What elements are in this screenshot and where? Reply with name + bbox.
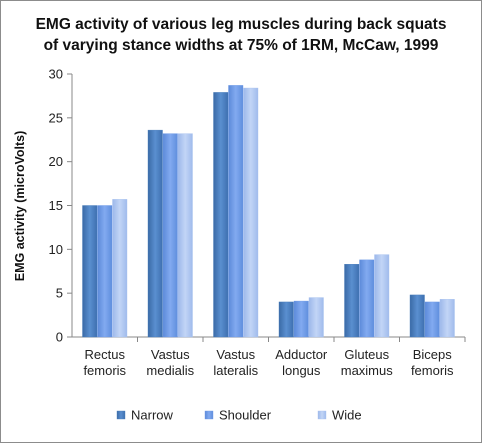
legend: Narrow Shoulder Wide (116, 408, 362, 423)
y-axis-label: EMG activity (microVolts) (13, 131, 27, 282)
x-category-label: Gluteus (344, 347, 389, 362)
y-axis-ticks: 0 5 10 15 20 25 30 (49, 67, 72, 345)
legend-swatch-narrow (116, 410, 126, 420)
chart-title-line-2: of varying stance widths at 75% of 1RM, … (43, 37, 439, 54)
bar-narrow-1 (147, 129, 163, 338)
legend-label-narrow: Narrow (131, 408, 174, 423)
bar-narrow-2 (213, 92, 229, 338)
y-tick-label: 10 (49, 242, 63, 257)
bars (82, 85, 455, 338)
y-tick-label: 15 (49, 198, 63, 213)
x-category-label: lateralis (213, 363, 258, 378)
legend-label-wide: Wide (332, 408, 362, 423)
x-category-label: longus (282, 363, 321, 378)
x-category-label: Biceps (413, 347, 453, 362)
y-tick-label: 0 (56, 330, 63, 345)
bar-narrow-4 (344, 264, 360, 338)
x-category-label: medialis (146, 363, 194, 378)
bar-shoulder-2 (228, 85, 244, 338)
x-category-label: femoris (411, 363, 454, 378)
bar-wide-3 (308, 297, 324, 338)
bar-shoulder-1 (162, 133, 178, 338)
legend-swatch-wide (317, 410, 327, 420)
bar-wide-0 (112, 199, 128, 338)
y-tick-label: 30 (49, 67, 63, 82)
x-category-label: femoris (83, 363, 126, 378)
chart-title: EMG activity of various leg muscles duri… (0, 14, 482, 56)
bar-shoulder-0 (97, 205, 113, 338)
bar-wide-1 (177, 133, 193, 338)
y-tick-label: 20 (49, 154, 63, 169)
x-axis-category-labels: RectusfemorisVastusmedialisVastuslateral… (83, 337, 466, 378)
bar-wide-5 (439, 299, 455, 338)
x-category-label: Adductor (275, 347, 328, 362)
legend-swatch-shoulder (204, 410, 214, 420)
bar-shoulder-4 (359, 259, 375, 338)
chart-title-line-1: EMG activity of various leg muscles duri… (35, 16, 447, 33)
x-category-label: Vastus (151, 347, 190, 362)
x-category-label: Vastus (216, 347, 255, 362)
bar-narrow-0 (82, 205, 98, 338)
y-tick-label: 5 (56, 286, 63, 301)
x-category-label: Rectus (85, 347, 126, 362)
bar-shoulder-5 (424, 301, 440, 338)
y-tick-label: 25 (49, 110, 63, 125)
bar-shoulder-3 (293, 300, 309, 338)
bar-wide-4 (374, 254, 390, 338)
bar-wide-2 (243, 87, 259, 338)
x-category-label: maximus (341, 363, 394, 378)
bar-narrow-5 (409, 294, 425, 338)
legend-label-shoulder: Shoulder (219, 408, 272, 423)
bar-narrow-3 (278, 301, 294, 338)
